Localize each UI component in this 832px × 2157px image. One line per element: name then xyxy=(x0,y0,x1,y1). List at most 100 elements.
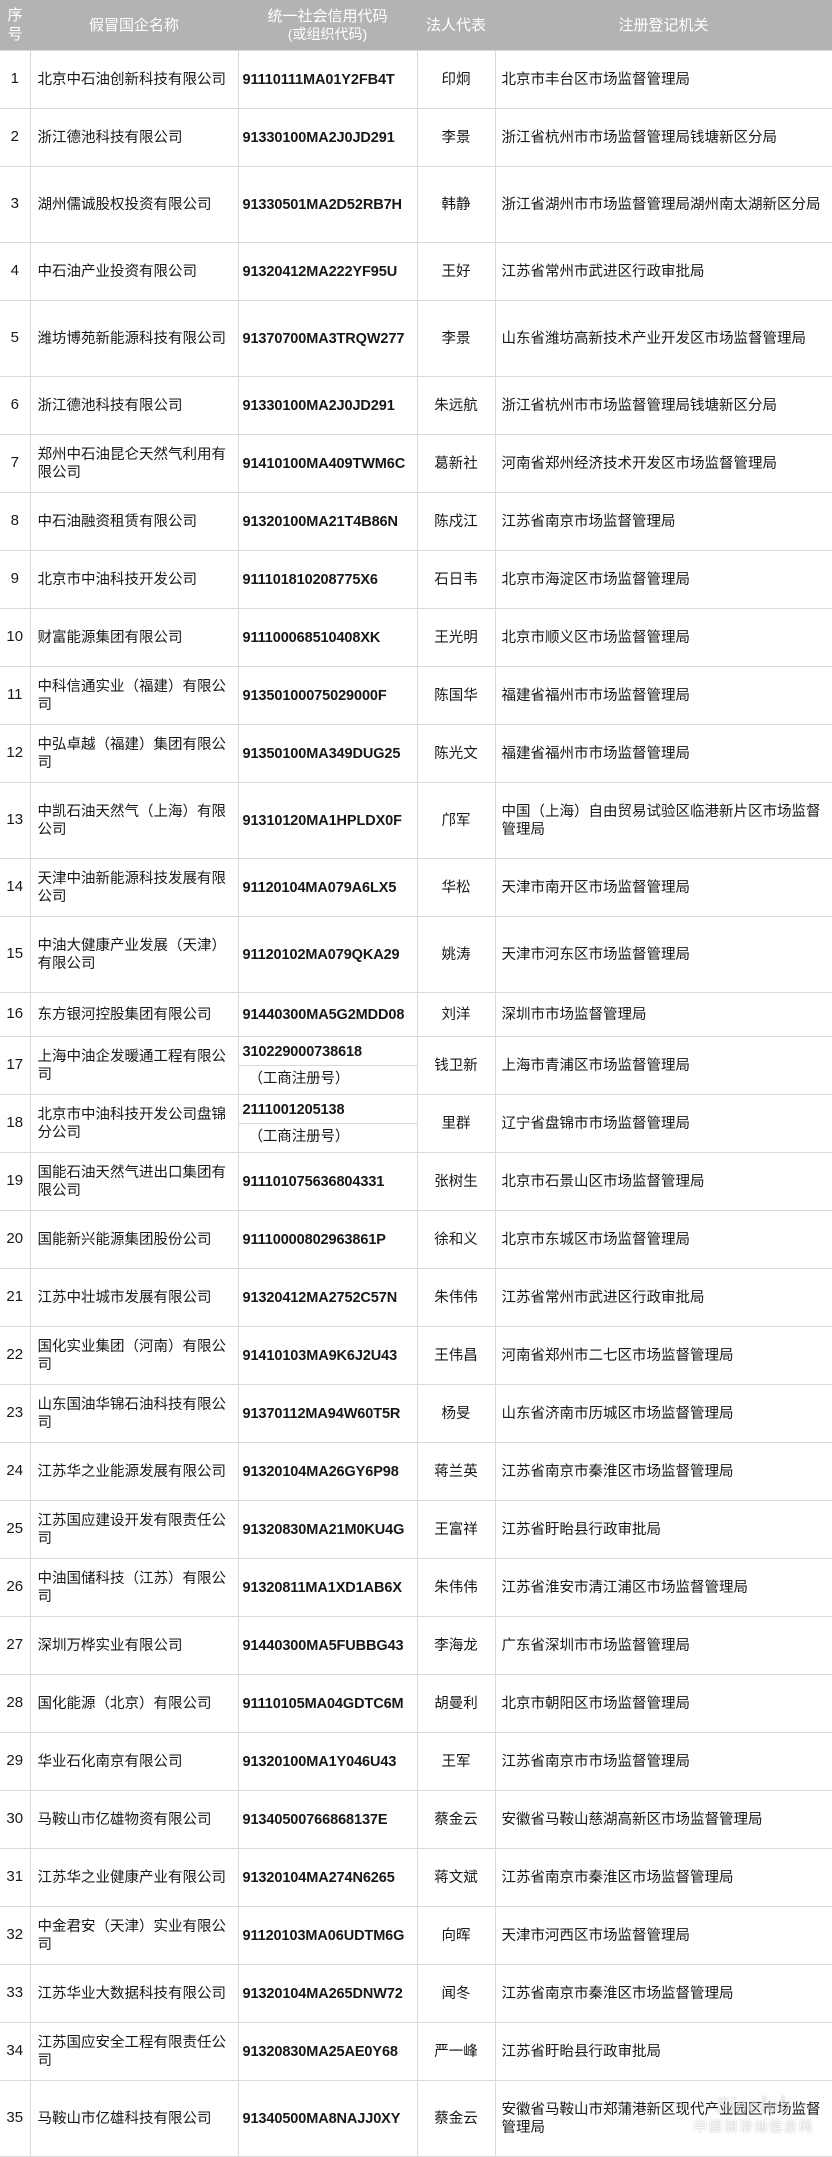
cell-index: 27 xyxy=(0,1616,31,1676)
cell-company-name: 北京市中油科技开发公司盘锦分公司 xyxy=(29,1094,239,1154)
cell-credit-code: 91370112MA94W60T5R xyxy=(237,1384,418,1444)
cell-legal-representative: 葛新社 xyxy=(416,434,496,494)
cell-index: 1 xyxy=(0,50,31,110)
credit-code-value: 91120103MA06UDTM6G xyxy=(242,1927,405,1944)
cell-index: 16 xyxy=(0,992,31,1038)
cell-registry-authority: 福建省福州市市场监督管理局 xyxy=(494,666,832,726)
cell-credit-code: 91350100MA349DUG25 xyxy=(237,724,418,784)
cell-index: 35 xyxy=(0,2080,31,2157)
table-header-row: 序号 假冒国企名称 统一社会信用代码 (或组织代码) 法人代表 注册登记机关 xyxy=(0,0,832,51)
cell-registry-authority: 山东省济南市历城区市场监督管理局 xyxy=(494,1384,832,1444)
credit-code-value: 2111001205138 xyxy=(238,1097,417,1125)
column-header-index-label: 序号 xyxy=(7,7,23,44)
credit-code-value: 91370112MA94W60T5R xyxy=(242,1405,401,1422)
cell-registry-authority: 江苏省淮安市清江浦区市场监督管理局 xyxy=(494,1558,832,1618)
cell-index: 30 xyxy=(0,1790,31,1850)
cell-registry-authority: 安徽省马鞍山市郑蒲港新区现代产业园区市场监督管理局 xyxy=(494,2080,832,2157)
cell-company-name: 马鞍山市亿雄物资有限公司 xyxy=(29,1790,239,1850)
credit-code-value: 91320830MA25AE0Y68 xyxy=(242,2043,399,2060)
cell-credit-code: 91110105MA04GDTC6M xyxy=(237,1674,418,1734)
table-row: 23 山东国油华锦石油科技有限公司 91370112MA94W60T5R 杨旻 山东省济… xyxy=(0,1384,832,1444)
credit-code-value: 91340500MA8NAJJ0XY xyxy=(242,2110,401,2127)
cell-company-name: 中石油融资租赁有限公司 xyxy=(29,492,239,552)
cell-legal-representative: 杨旻 xyxy=(416,1384,496,1444)
cell-legal-representative: 向晖 xyxy=(416,1906,496,1966)
credit-code-value: 91330100MA2J0JD291 xyxy=(242,129,395,146)
cell-legal-representative: 韩静 xyxy=(416,166,496,244)
credit-code-value: 91440300MA5G2MDD08 xyxy=(242,1006,405,1023)
cell-index: 13 xyxy=(0,782,31,860)
cell-company-name: 浙江德池科技有限公司 xyxy=(29,376,239,436)
credit-code-value: 91350100MA349DUG25 xyxy=(242,745,401,762)
credit-code-value: 91320100MA1Y046U43 xyxy=(242,1753,397,1770)
credit-code-note: （工商注册号） xyxy=(248,1071,350,1088)
cell-registry-authority: 浙江省杭州市市场监督管理局钱塘新区分局 xyxy=(494,108,832,168)
table-row: 2 浙江德池科技有限公司 91330100MA2J0JD291 李景 浙江省杭州市市场监… xyxy=(0,108,832,168)
credit-code-value: 91320811MA1XD1AB6X xyxy=(242,1579,403,1596)
cell-index: 2 xyxy=(0,108,31,168)
cell-company-name: 华业石化南京有限公司 xyxy=(29,1732,239,1792)
cell-index: 32 xyxy=(0,1906,31,1966)
cell-registry-authority: 北京市朝阳区市场监督管理局 xyxy=(494,1674,832,1734)
cell-credit-code: 911101075636804331 xyxy=(237,1152,418,1212)
table-row: 33 江苏华业大数据科技有限公司 91320104MA265DNW72 闻冬 江苏省南京… xyxy=(0,1964,832,2024)
cell-index: 10 xyxy=(0,608,31,668)
cell-company-name: 深圳万桦实业有限公司 xyxy=(29,1616,239,1676)
cell-registry-authority: 北京市丰台区市场监督管理局 xyxy=(494,50,832,110)
table-row: 24 江苏华之业能源发展有限公司 91320104MA26GY6P98 蒋兰英 江苏省南… xyxy=(0,1442,832,1502)
cell-company-name: 江苏国应建设开发有限责任公司 xyxy=(29,1500,239,1560)
cell-index: 14 xyxy=(0,858,31,918)
cell-credit-code: 91320104MA265DNW72 xyxy=(237,1964,418,2024)
cell-registry-authority: 浙江省湖州市市场监督管理局湖州南太湖新区分局 xyxy=(494,166,832,244)
table-row: 9 北京市中油科技开发公司 911101810208775X6 石日韦 北京市海淀区市场… xyxy=(0,550,832,610)
cell-credit-code: 91320830MA21M0KU4G xyxy=(237,1500,418,1560)
cell-registry-authority: 江苏省南京市秦淮区市场监督管理局 xyxy=(494,1442,832,1502)
table-row: 35 马鞍山市亿雄科技有限公司 91340500MA8NAJJ0XY 蔡金云 安徽省马鞍… xyxy=(0,2080,832,2157)
table-row: 26 中油国储科技（江苏）有限公司 91320811MA1XD1AB6X 朱伟伟 江苏省… xyxy=(0,1558,832,1618)
cell-company-name: 中石油产业投资有限公司 xyxy=(29,242,239,302)
cell-legal-representative: 王伟昌 xyxy=(416,1326,496,1386)
cell-company-name: 财富能源集团有限公司 xyxy=(29,608,239,668)
cell-registry-authority: 北京市东城区市场监督管理局 xyxy=(494,1210,832,1270)
cell-registry-authority: 北京市海淀区市场监督管理局 xyxy=(494,550,832,610)
cell-company-name: 中油大健康产业发展（天津）有限公司 xyxy=(29,916,239,994)
table-row: 6 浙江德池科技有限公司 91330100MA2J0JD291 朱远航 浙江省杭州市市场… xyxy=(0,376,832,436)
table-row: 10 财富能源集团有限公司 911100068510408XK 王光明 北京市顺义区市场… xyxy=(0,608,832,668)
cell-index: 22 xyxy=(0,1326,31,1386)
cell-registry-authority: 天津市河西区市场监督管理局 xyxy=(494,1906,832,1966)
column-header-representative-label: 法人代表 xyxy=(425,16,486,34)
cell-company-name: 中弘卓越（福建）集团有限公司 xyxy=(29,724,239,784)
cell-registry-authority: 天津市河东区市场监督管理局 xyxy=(494,916,832,994)
column-header-registry-label: 注册登记机关 xyxy=(618,16,709,34)
column-header-credit-code-sublabel: (或组织代码) xyxy=(287,25,368,42)
table-row: 22 国化实业集团（河南）有限公司 91410103MA9K6J2U43 王伟昌 河南省… xyxy=(0,1326,832,1386)
cell-registry-authority: 河南省郑州市二七区市场监督管理局 xyxy=(494,1326,832,1386)
cell-registry-authority: 江苏省南京市秦淮区市场监督管理局 xyxy=(494,1848,832,1908)
credit-code-value: 91320412MA2752C57N xyxy=(242,1289,398,1306)
cell-company-name: 郑州中石油昆仑天然气利用有限公司 xyxy=(29,434,239,494)
cell-legal-representative: 王好 xyxy=(416,242,496,302)
cell-registry-authority: 中国（上海）自由贸易试验区临港新片区市场监督管理局 xyxy=(494,782,832,860)
cell-legal-representative: 闻冬 xyxy=(416,1964,496,2024)
cell-legal-representative: 胡曼利 xyxy=(416,1674,496,1734)
cell-credit-code: 91120104MA079A6LX5 xyxy=(237,858,418,918)
cell-registry-authority: 辽宁省盘锦市市场监督管理局 xyxy=(494,1094,832,1154)
credit-code-value: 91340500766868137E xyxy=(242,1811,388,1828)
cell-company-name: 湖州儒诚股权投资有限公司 xyxy=(29,166,239,244)
table-row: 11 中科信通实业（福建）有限公司 91350100075029000F 陈国华 福建省… xyxy=(0,666,832,726)
cell-company-name: 东方银河控股集团有限公司 xyxy=(29,992,239,1038)
cell-legal-representative: 蒋文斌 xyxy=(416,1848,496,1908)
credit-code-value: 91370700MA3TRQW277 xyxy=(242,330,405,347)
column-header-index: 序号 xyxy=(0,0,30,51)
cell-index: 4 xyxy=(0,242,31,302)
cell-legal-representative: 陈光文 xyxy=(416,724,496,784)
credit-code-value: 911100068510408XK xyxy=(242,629,381,646)
cell-company-name: 国化能源（北京）有限公司 xyxy=(29,1674,239,1734)
cell-registry-authority: 江苏省常州市武进区行政审批局 xyxy=(494,242,832,302)
credit-code-value: 310229000738618 xyxy=(238,1039,417,1067)
table-row: 13 中凯石油天然气（上海）有限公司 91310120MA1HPLDX0F 邝军 中国（… xyxy=(0,782,832,860)
credit-code-note: （工商注册号） xyxy=(248,1129,350,1146)
table-row: 21 江苏中壮城市发展有限公司 91320412MA2752C57N 朱伟伟 江苏省常州… xyxy=(0,1268,832,1328)
cell-index: 12 xyxy=(0,724,31,784)
